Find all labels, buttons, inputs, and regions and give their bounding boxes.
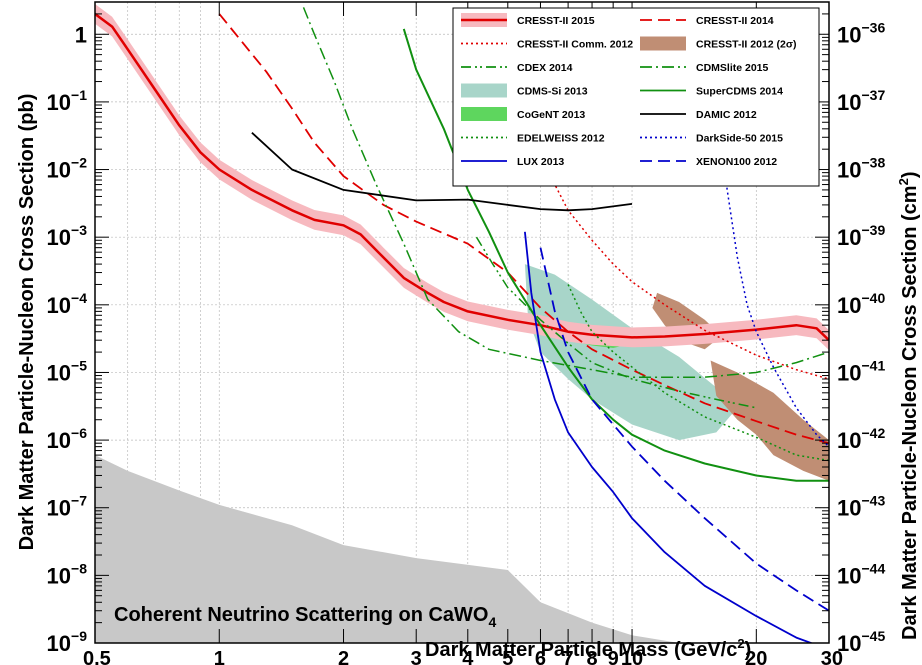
- legend-swatch-cogent-2013: [461, 107, 507, 121]
- y-left-tick-label: 10−5: [47, 357, 88, 385]
- legend-label-edelweiss-2012: EDELWEISS 2012: [517, 133, 605, 145]
- region-cresst-ii-2012-2-upper: [710, 360, 829, 481]
- legend-label-cresst-ii-2014: CRESST-II 2014: [696, 15, 774, 27]
- y-right-tick-label: 10−43: [837, 493, 885, 521]
- y-left-tick-labels: 1 10−1 10−2 10−3 10−4 10−5 10−6 10−7 10−8 10−9: [47, 22, 88, 656]
- x-tick-labels: 0.5 1 2 3 4 5 6 7 8 9 10 20 30: [83, 648, 843, 665]
- x-tick-label: 0.5: [83, 648, 111, 665]
- x-tick-label: 30: [821, 648, 843, 665]
- y-left-tick-label: 10−4: [47, 290, 88, 318]
- x-tick-label: 2: [338, 648, 349, 665]
- y-right-tick-label: 10−44: [837, 560, 885, 588]
- y-right-tick-label: 10−37: [837, 87, 885, 115]
- series-cresst-ii-2014: [218, 13, 829, 445]
- x-tick-label: 9: [608, 648, 619, 665]
- y-right-tick-label: 10−42: [837, 425, 885, 453]
- x-tick-label: 1: [214, 648, 225, 665]
- band-cresst-ii-2015: [95, 4, 829, 351]
- y-right-tick-label: 10−38: [837, 155, 885, 183]
- plot-frame: [94, 1, 830, 644]
- neutrino-floor-layer: [95, 455, 680, 643]
- legend-box: [452, 7, 820, 187]
- legend-label-cogent-2013: CoGeNT 2013: [517, 109, 585, 121]
- y-right-tick-label: 10−45: [837, 628, 885, 656]
- legend-label-cdms-si-2013: CDMS-Si 2013: [517, 86, 588, 98]
- y-right-tick-labels: 10−36 10−37 10−38 10−39 10−40 10−41 10−42 10−43…: [837, 19, 885, 656]
- legend-label-cresst-ii-comm-2012: CRESST-II Comm. 2012: [517, 39, 633, 51]
- series-cresst-ii-2015: [95, 12, 829, 342]
- legend-label-cresst-ii-2015: CRESST-II 2015: [517, 15, 595, 27]
- x-tick-label: 10: [621, 648, 643, 665]
- legend-swatch-cdms-si-2013: [461, 83, 507, 98]
- x-tick-label: 3: [411, 648, 422, 665]
- x-tick-label: 7: [563, 648, 574, 665]
- x-tick-label: 6: [535, 648, 546, 665]
- series-damic-2012: [251, 132, 633, 212]
- y-left-tick-label: 10−3: [47, 222, 88, 250]
- y-right-tick-label: 10−36: [837, 19, 885, 47]
- legend-label-lux-2013: LUX 2013: [517, 156, 564, 168]
- band-layer: [95, 4, 829, 351]
- y-left-tick-label: 1: [75, 22, 87, 47]
- y-right-tick-label: 10−40: [837, 290, 885, 318]
- series-darkside-50-2015: [703, 34, 829, 448]
- series-lux-2013: [524, 231, 814, 643]
- y-left-tick-label: 10−8: [47, 560, 88, 588]
- legend-label-xenon100-2012: XENON100 2012: [696, 156, 777, 168]
- region-cdms-si-2013: [524, 264, 738, 441]
- legend-label-damic-2012: DAMIC 2012: [696, 109, 757, 121]
- legend-label-darkside-50-2015: DarkSide-50 2015: [696, 133, 783, 145]
- y-right-tick-label: 10−41: [837, 357, 885, 385]
- legend-label-supercdms-2014: SuperCDMS 2014: [696, 86, 783, 98]
- y-left-tick-label: 10−7: [47, 493, 88, 521]
- x-tick-label: 5: [502, 648, 513, 665]
- x-tick-label: 4: [462, 648, 474, 665]
- y-axis-left-label: Dark Matter Particle-Nucleon Cross Secti…: [16, 94, 38, 551]
- x-tick-label: 8: [586, 648, 597, 665]
- legend-swatch-cresst-ii-2012-2: [640, 36, 686, 51]
- series-cdex-2014: [475, 236, 757, 409]
- series-edelweiss-2012: [567, 284, 829, 462]
- y-left-tick-label: 10−6: [47, 425, 88, 453]
- legend-label-cdex-2014: CDEX 2014: [517, 62, 573, 74]
- legend-label-cdmslite-2015: CDMSlite 2015: [696, 62, 769, 74]
- legend: CRESST-II 2015 CRESST-II 2014 CRESST-II Co…: [452, 7, 820, 187]
- y-left-tick-label: 10−9: [47, 628, 88, 656]
- y-left-tick-label: 10−1: [47, 87, 88, 115]
- y-axis-right-label: Dark Matter Particle-Nucleon Cross Secti…: [896, 172, 921, 641]
- plot-area: [95, 4, 829, 643]
- y-right-tick-label: 10−39: [837, 222, 885, 250]
- legend-label-cresst-ii-2012-2: CRESST-II 2012 (2σ): [696, 39, 797, 51]
- tick-marks: [94, 1, 830, 644]
- neutrino-floor-region: [95, 455, 680, 643]
- y-left-tick-label: 10−2: [47, 155, 88, 183]
- series-xenon100-2012: [539, 247, 829, 612]
- x-tick-label: 20: [745, 648, 767, 665]
- series-cdmslite-2015: [302, 7, 829, 378]
- x-axis-label: Dark Matter Particle Mass (GeV/c2): [425, 636, 751, 661]
- series-layer: [95, 7, 829, 643]
- neutrino-annotation: Coherent Neutrino Scattering on CaWO4: [114, 604, 496, 630]
